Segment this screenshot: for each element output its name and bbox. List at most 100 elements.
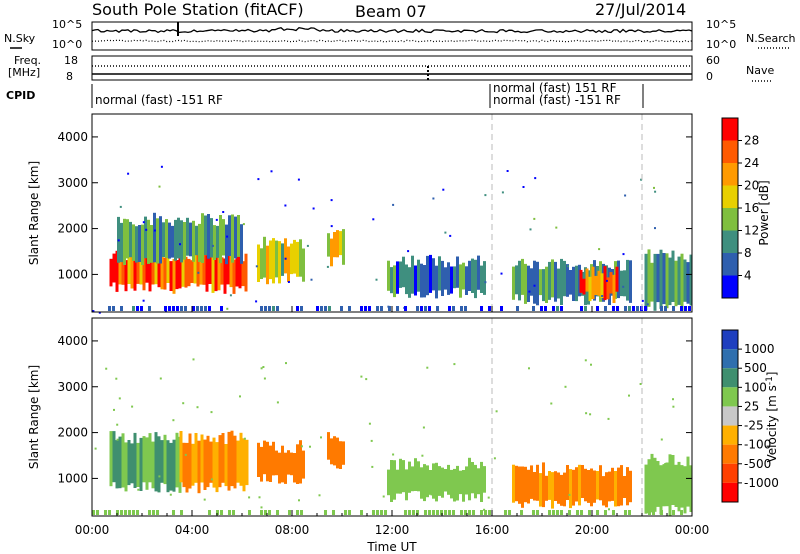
ground-scatter bbox=[120, 306, 123, 311]
echo-speckle bbox=[131, 405, 134, 408]
echo-cell bbox=[201, 213, 204, 263]
echo-cell bbox=[659, 249, 663, 309]
ground-scatter bbox=[296, 510, 299, 515]
ground-scatter bbox=[204, 306, 207, 311]
echo-cell bbox=[644, 253, 648, 311]
echo-cell bbox=[408, 267, 411, 298]
echo-speckle bbox=[533, 217, 536, 220]
ground-scatter bbox=[480, 510, 483, 515]
ground-scatter bbox=[500, 306, 503, 311]
nsky-label: N.Sky bbox=[4, 32, 36, 45]
echo-cell bbox=[213, 225, 216, 260]
echo-cell bbox=[199, 253, 203, 285]
echo-cell bbox=[387, 260, 390, 291]
echo-speckle bbox=[584, 359, 587, 362]
echo-cell bbox=[269, 240, 272, 280]
echo-cell bbox=[615, 266, 619, 292]
echo-cell bbox=[590, 468, 593, 507]
power-panel: 1000 2000 3000 4000 Slant Range [km] bbox=[27, 113, 693, 314]
echo-cell bbox=[208, 255, 212, 284]
ground-scatter bbox=[372, 510, 375, 515]
ground-scatter bbox=[532, 306, 535, 311]
echo-cell bbox=[545, 266, 548, 303]
ground-scatter bbox=[200, 306, 203, 311]
echo-cell bbox=[432, 463, 435, 499]
ground-scatter bbox=[272, 306, 275, 311]
x-tick-label: 00:00 bbox=[75, 523, 110, 537]
echo-cell bbox=[653, 253, 657, 311]
echo-cell bbox=[656, 253, 660, 303]
echo-cell bbox=[393, 265, 396, 298]
echo-cell bbox=[596, 471, 599, 500]
echo-cell bbox=[390, 460, 393, 502]
echo-cell bbox=[342, 229, 345, 265]
cpid-segment-3: normal (fast) -151 RF bbox=[493, 93, 621, 107]
echo-cell bbox=[242, 438, 246, 492]
echo-cell bbox=[178, 255, 182, 289]
echo-speckle bbox=[672, 398, 674, 401]
echo-speckle bbox=[528, 367, 530, 370]
echo-cell bbox=[263, 236, 266, 278]
echo-speckle bbox=[258, 496, 261, 499]
echo-speckle bbox=[158, 185, 161, 188]
echo-speckle bbox=[628, 394, 630, 397]
echo-cell bbox=[163, 257, 167, 290]
echo-cell bbox=[302, 248, 305, 282]
colorbar-tick-label: -100 bbox=[744, 438, 771, 452]
ground-scatter bbox=[452, 306, 455, 311]
echo-cell bbox=[121, 260, 125, 285]
ground-scatter bbox=[436, 510, 439, 515]
ground-scatter bbox=[480, 306, 483, 311]
echo-cell bbox=[181, 253, 185, 287]
echo-cell bbox=[281, 243, 284, 276]
echo-cell bbox=[390, 267, 393, 294]
echo-speckle bbox=[263, 377, 266, 380]
echo-cell bbox=[563, 472, 566, 507]
echo-cell bbox=[459, 470, 462, 495]
echo-cell bbox=[281, 445, 284, 483]
ground-scatter bbox=[260, 510, 263, 515]
echo-cell bbox=[138, 225, 141, 262]
echo-cell bbox=[223, 258, 227, 294]
echo-cell bbox=[536, 464, 539, 501]
echo-speckle bbox=[392, 453, 395, 456]
ground-scatter bbox=[384, 510, 387, 515]
echo-cell bbox=[585, 268, 589, 292]
echo-cell bbox=[296, 241, 299, 277]
echo-speckle bbox=[453, 363, 456, 366]
ground-scatter bbox=[560, 510, 563, 515]
ground-scatter bbox=[112, 306, 115, 311]
colorbar-cell bbox=[722, 349, 738, 369]
echo-cell bbox=[402, 460, 405, 493]
echo-cell bbox=[671, 250, 675, 302]
echo-cell bbox=[396, 469, 399, 494]
echo-speckle bbox=[192, 358, 195, 361]
ground-scatter bbox=[488, 510, 491, 515]
ground-scatter bbox=[216, 510, 219, 515]
ground-scatter bbox=[332, 510, 335, 515]
echo-cell bbox=[142, 257, 146, 291]
echo-cell bbox=[662, 464, 666, 507]
echo-cell bbox=[284, 452, 287, 484]
ground-scatter bbox=[344, 510, 347, 515]
echo-cell bbox=[683, 466, 687, 514]
echo-cell bbox=[683, 259, 687, 302]
ground-scatter bbox=[604, 306, 607, 311]
y-tick-label: 3000 bbox=[57, 380, 88, 394]
noise-tick-left-top: 10^5 bbox=[52, 18, 82, 31]
echo-cell bbox=[229, 251, 233, 288]
echo-cell bbox=[278, 241, 281, 284]
ground-scatter bbox=[136, 510, 139, 515]
ground-scatter bbox=[684, 306, 687, 311]
echo-cell bbox=[330, 238, 333, 267]
ground-scatter bbox=[664, 306, 667, 311]
echo-cell bbox=[450, 469, 453, 499]
echo-cell bbox=[533, 472, 536, 501]
echo-cell bbox=[141, 224, 144, 265]
echo-cell bbox=[444, 469, 447, 492]
echo-cell bbox=[572, 266, 575, 301]
echo-cell bbox=[453, 266, 456, 289]
echo-cell bbox=[393, 460, 396, 500]
echo-cell bbox=[680, 253, 684, 311]
cpid-segment-1: normal (fast) -151 RF bbox=[95, 93, 223, 107]
